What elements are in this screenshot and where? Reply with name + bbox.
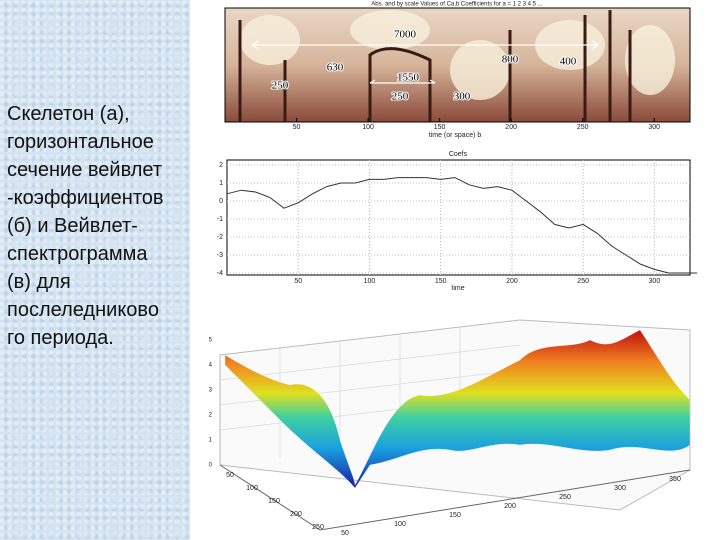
z-tick-label: 5: [209, 338, 213, 344]
caption-line: (в) для: [7, 271, 71, 293]
x-tick-label: 200: [505, 124, 517, 131]
caption-line: горизонтальное: [7, 131, 154, 153]
z-tick-label: 0: [209, 463, 213, 469]
front-tick-label: 50: [341, 530, 349, 537]
annotation: 7000: [394, 29, 417, 41]
y-tick-label: 1: [219, 180, 223, 187]
x-tick-label: 250: [577, 124, 589, 131]
skeleton-arrows: [251, 40, 599, 84]
caption-line: го периода.: [7, 327, 114, 349]
skeleton-xlabel: time (or space) b: [429, 132, 482, 139]
depth-tick-label: 50: [226, 472, 234, 479]
front-tick-label: 200: [504, 503, 516, 510]
x-axis-label: time: [451, 285, 464, 292]
depth-tick-label: 100: [246, 485, 258, 492]
caption-line: Скелетон (а),: [7, 103, 130, 125]
annotation: 300: [454, 91, 471, 103]
y-tick-label: -2: [217, 234, 223, 241]
y-tick-label: -1: [217, 216, 223, 223]
caption-line: (б) и Вейвлет-: [7, 215, 138, 237]
annotation: 800: [502, 54, 519, 66]
x-tick-label: 150: [435, 278, 447, 285]
annotation: 400: [560, 56, 577, 68]
caption-line: спектрограмма: [7, 243, 148, 265]
annotation: 630: [327, 62, 344, 74]
coefs-plot: [226, 159, 691, 276]
chart-title: Coefs: [449, 151, 468, 158]
front-tick-label: 250: [559, 494, 571, 501]
front-tick-label: 300: [614, 485, 626, 492]
front-tick-label: 350: [669, 476, 681, 483]
x-tick-label: 100: [362, 124, 374, 131]
depth-tick-label: 150: [268, 498, 280, 505]
x-tick-label: 50: [293, 124, 301, 131]
caption-line: сечение вейвлет: [7, 159, 163, 181]
depth-tick-label: 250: [312, 524, 324, 531]
figures: Abs. and by scale Values of Ca,b Coeffic…: [190, 0, 720, 540]
skeleton-ridges: [238, 10, 632, 122]
y-tick-label: -4: [217, 270, 223, 277]
x-tick-label: 200: [506, 278, 518, 285]
x-tick-label: 50: [294, 278, 302, 285]
annotation: 250: [392, 91, 409, 103]
x-tick-label: 250: [577, 278, 589, 285]
depth-tick-label: 200: [290, 511, 302, 518]
y-tick-label: 2: [219, 162, 223, 169]
front-tick-label: 150: [449, 512, 461, 519]
caption-line: послеледниково: [7, 299, 159, 321]
z-tick-label: 3: [209, 388, 213, 394]
z-tick-label: 2: [209, 413, 213, 419]
z-tick-label: 4: [209, 363, 213, 369]
spectrogram-surface: [224, 329, 691, 489]
z-tick-label: 1: [209, 438, 213, 444]
annotation: 1550: [397, 72, 420, 84]
line: [226, 177, 698, 274]
x-tick-label: 100: [364, 278, 376, 285]
x-tick-label: 150: [434, 124, 446, 131]
spectrogram-axes: [219, 464, 691, 531]
skeleton-title: Abs. and by scale Values of Ca,b Coeffic…: [371, 2, 543, 8]
caption: Скелетон (а), горизонтальное сечение вейвл…: [7, 100, 190, 352]
y-tick-label: 0: [219, 198, 223, 205]
caption-line: -коэффициентов: [7, 187, 164, 209]
front-tick-label: 100: [394, 521, 406, 528]
annotation: 250: [272, 80, 289, 92]
y-tick-label: -3: [217, 252, 223, 259]
x-tick-label: 300: [648, 124, 660, 131]
x-tick-label: 300: [649, 278, 661, 285]
